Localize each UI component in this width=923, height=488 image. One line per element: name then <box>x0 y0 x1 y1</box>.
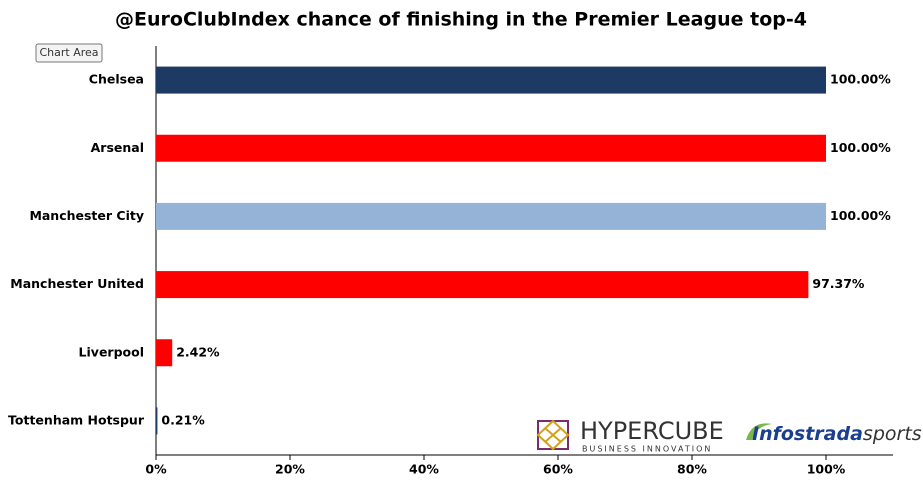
x-tick-label: 100% <box>807 462 846 477</box>
value-label: 100.00% <box>830 72 891 87</box>
value-label: 97.37% <box>812 276 865 291</box>
x-tick-label: 20% <box>275 462 305 477</box>
y-tick-label: Chelsea <box>89 72 144 87</box>
value-label: 100.00% <box>830 208 891 223</box>
y-tick-label: Arsenal <box>91 140 144 155</box>
value-label: 0.21% <box>161 412 205 427</box>
bar <box>156 271 809 299</box>
bar <box>156 202 826 230</box>
logo-icon <box>536 419 570 451</box>
tooltip: Chart Area <box>39 46 98 59</box>
logo-icon <box>746 423 772 440</box>
x-tick-label: 0% <box>145 462 167 477</box>
hypercube-logo: HYPERCUBE BUSINESS INNOVATION <box>536 417 724 454</box>
logo-text: Infostradasports <box>752 423 922 445</box>
bar <box>156 339 173 367</box>
x-tick-label: 40% <box>409 462 439 477</box>
tooltip-box <box>35 43 103 63</box>
y-tick-label: Tottenham Hotspur <box>8 412 145 427</box>
value-label: 2.42% <box>176 344 220 359</box>
logo-text: sports <box>863 423 922 445</box>
value-label: 100.00% <box>830 140 891 155</box>
logo-tagline: BUSINESS INNOVATION <box>582 445 712 454</box>
bar <box>156 407 158 435</box>
bar <box>156 66 826 94</box>
y-tick-label: Manchester City <box>29 208 144 223</box>
y-tick-label: Liverpool <box>79 344 144 359</box>
logo-text: HYPERCUBE <box>580 417 724 445</box>
x-tick-label: 80% <box>677 462 707 477</box>
infostrada-logo: Infostradasports <box>746 423 922 445</box>
y-tick-label: Manchester United <box>10 276 144 291</box>
x-tick-label: 60% <box>543 462 573 477</box>
logo-text: Infostrada <box>752 423 863 445</box>
chart-title: @EuroClubIndex chance of finishing in th… <box>115 9 807 31</box>
bar <box>156 134 826 162</box>
